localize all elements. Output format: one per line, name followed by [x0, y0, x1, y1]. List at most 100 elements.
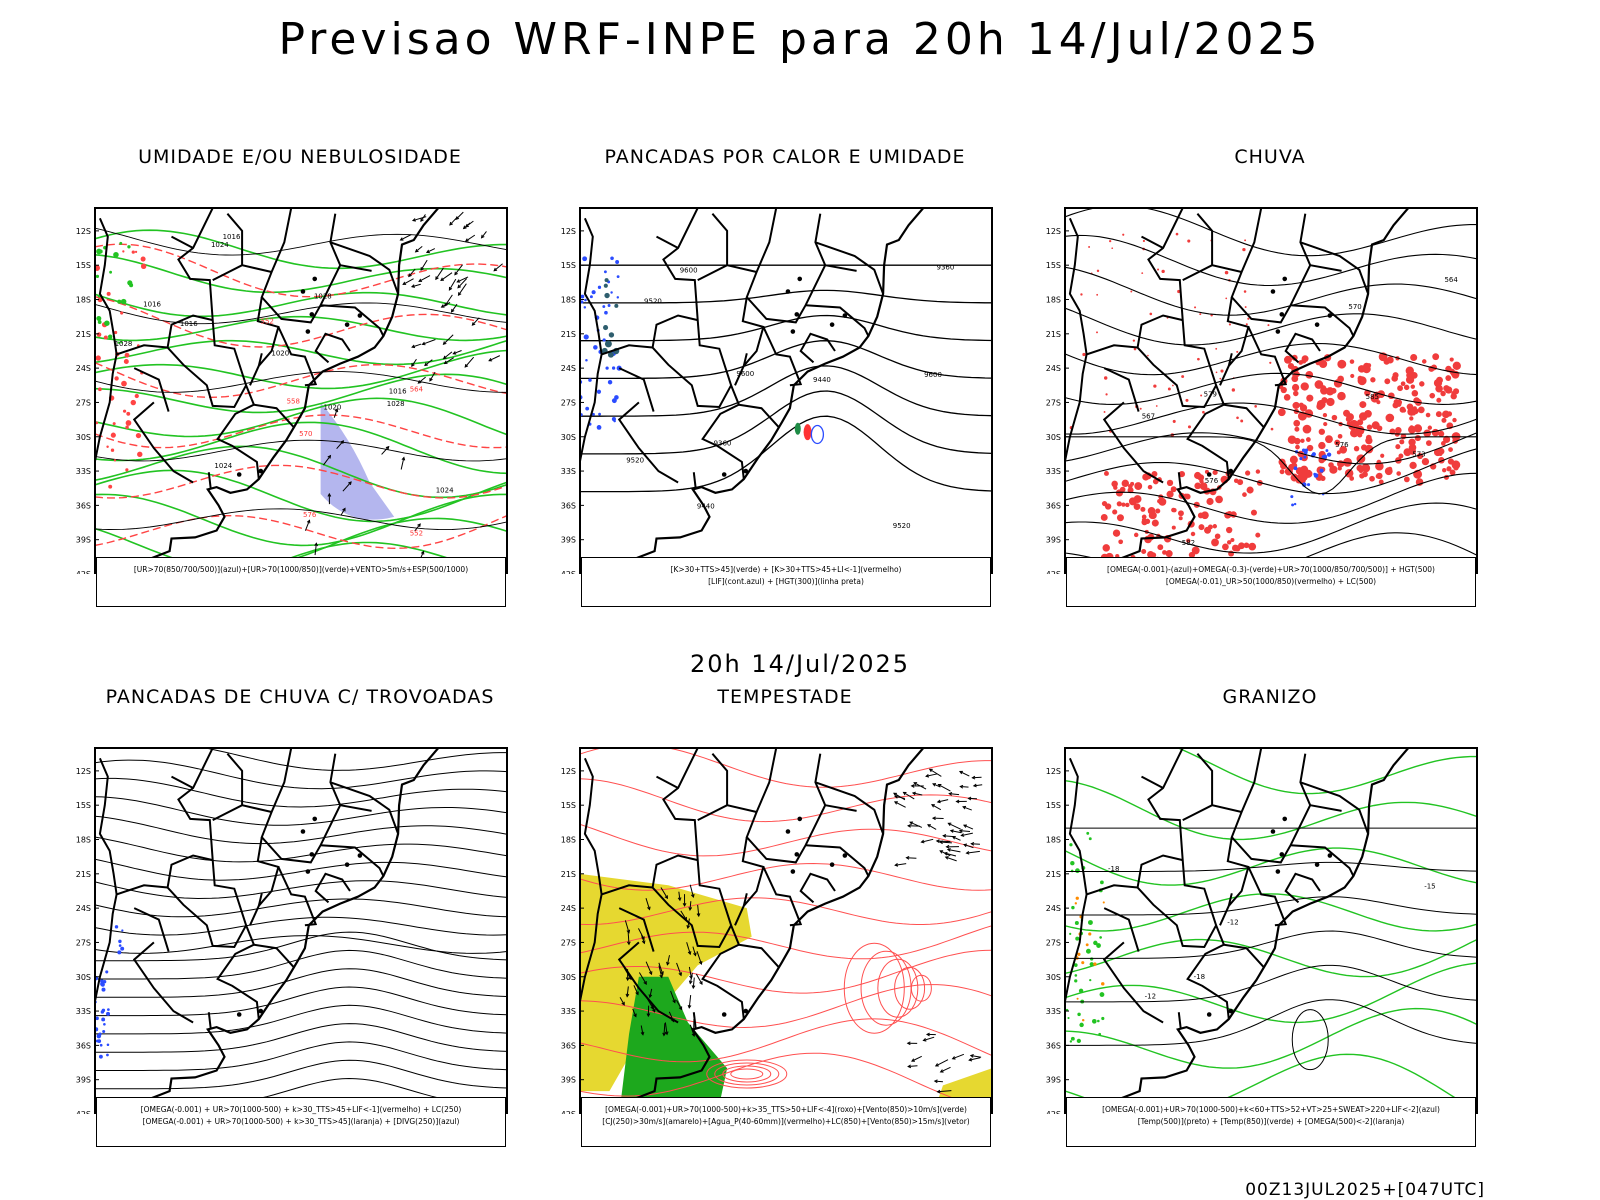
lake [300, 829, 306, 834]
state-border [177, 208, 260, 480]
lake [829, 862, 835, 867]
lat-tick-label: 27S [561, 398, 576, 407]
state-border [1247, 326, 1288, 387]
lat-tick-label: 24S [561, 364, 576, 373]
lat-tick-label: 18S [561, 296, 576, 305]
lake [1327, 313, 1333, 318]
legend-line: [OMEGA(-0.001)-(azul)+OMEGA(-0.3)-(verde… [1107, 565, 1435, 574]
state-border [711, 213, 729, 266]
lat-tick-label: 42S [561, 570, 576, 574]
state-border [1102, 941, 1164, 1024]
lat-tick-label: 18S [561, 836, 576, 845]
map-layer [580, 748, 992, 1114]
state-border [799, 332, 836, 364]
state-border [133, 367, 170, 412]
lat-tick-label: 24S [1046, 904, 1061, 913]
legend-line: [OMEGA(-0.001)+UR>70(1000-500)+k>35_TTS>… [605, 1105, 967, 1114]
lake [785, 289, 791, 294]
lat-tick-label: 12S [76, 767, 91, 776]
map-plot: 1016 1016 1020 1024 1024 1028 1028 1020 1024 1028… [76, 207, 508, 574]
panel-title: GRANIZO [1222, 686, 1318, 708]
state-border [1230, 748, 1312, 864]
lat-tick-label: 30S [76, 433, 91, 442]
contour-label: 9360 [937, 264, 955, 272]
legend-box: [OMEGA(-0.001)+UR>70(1000-500)+k<60+TTS>… [1066, 1097, 1476, 1147]
contour-label: 558 [287, 398, 300, 406]
state-border [177, 748, 260, 1020]
lake [1314, 322, 1320, 327]
map-frame [94, 747, 508, 1114]
state-border [617, 941, 679, 1024]
lake [842, 853, 848, 858]
lat-tick-label: 33S [1046, 1007, 1061, 1016]
state-border [1141, 235, 1164, 249]
state-border [692, 472, 697, 490]
lat-tick-label: 18S [76, 836, 91, 845]
contour-label: 579 [1204, 391, 1217, 399]
legend-line: [UR>70(850/700/500)](azul)+[UR>70(1000/8… [133, 565, 469, 574]
state-border [95, 884, 168, 1007]
lat-tick-label: 30S [76, 973, 91, 982]
lake [1228, 468, 1234, 474]
lake [305, 869, 311, 874]
contour-label: 564 [1444, 276, 1458, 284]
state-border [1102, 401, 1164, 484]
lake [258, 1008, 264, 1014]
lat-tick-label: 15S [561, 261, 576, 270]
state-border [1065, 884, 1138, 1007]
panel-title: CHUVA [1234, 146, 1306, 168]
state-border [656, 235, 679, 249]
state-border [212, 264, 272, 281]
lat-tick-label: 39S [561, 536, 576, 545]
map-background [1065, 748, 1477, 1114]
lake [236, 1012, 242, 1017]
state-border [314, 872, 351, 904]
contour-label: 1024 [214, 462, 232, 470]
state-border [1223, 403, 1265, 429]
state-border [825, 804, 857, 812]
lake [842, 313, 848, 318]
state-border [314, 332, 351, 364]
state-border [260, 748, 342, 864]
contour-label: 564 [410, 385, 424, 393]
state-border [825, 264, 857, 272]
contour-label: 1020 [324, 403, 342, 411]
lat-tick-label: 21S [561, 870, 576, 879]
lat-tick-label: 12S [1046, 227, 1061, 236]
panel-pancadas-trovoadas: PANCADAS DE CHUVA C/ TROVOADAS 12S 15S 18S… [60, 686, 540, 1186]
contour-label: 552 [261, 318, 274, 326]
contour-label: 1016 [389, 387, 407, 395]
state-border [1230, 208, 1312, 324]
lat-tick-label: 39S [76, 1076, 91, 1085]
lat-tick-label: 33S [76, 467, 91, 476]
lat-tick-label: 24S [1046, 364, 1061, 373]
lat-tick-label: 21S [76, 870, 91, 879]
state-border [95, 344, 168, 467]
lake [794, 852, 800, 857]
contour-label: -18 [1194, 973, 1205, 981]
lake [357, 313, 363, 318]
contour-label: 9600 [736, 370, 754, 378]
state-border [805, 304, 870, 337]
map-plot: 12S15S18S21S24S27S30S33S36S39S42S70W65W6… [76, 747, 508, 1114]
contour-label: 9520 [893, 522, 911, 530]
legend-box: [OMEGA(-0.001)+UR>70(1000-500)+k>35_TTS>… [581, 1097, 991, 1147]
contour-label: 1016 [223, 233, 241, 241]
lat-tick-label: 30S [561, 973, 576, 982]
state-border [711, 753, 729, 806]
state-border [340, 804, 372, 812]
valid-time-subtitle: 20h 14/Jul/2025 [689, 650, 911, 678]
lat-tick-label: 21S [76, 330, 91, 339]
contour-label: 1020 [271, 349, 289, 357]
lat-tick-label: 36S [76, 1041, 91, 1050]
lat-tick-label: 42S [76, 570, 91, 574]
panel-chuva: CHUVA 582 576 579 576 573 570 567 564 585 12S 15S 1… [1030, 146, 1510, 646]
lat-tick-label: 42S [76, 1110, 91, 1114]
state-border [320, 304, 385, 337]
state-border [1068, 757, 1088, 895]
contour-label: 1028 [314, 293, 332, 301]
state-border [256, 297, 280, 367]
state-border [1290, 844, 1355, 877]
panel-title: TEMPESTADE [717, 686, 853, 708]
state-border [697, 264, 757, 281]
